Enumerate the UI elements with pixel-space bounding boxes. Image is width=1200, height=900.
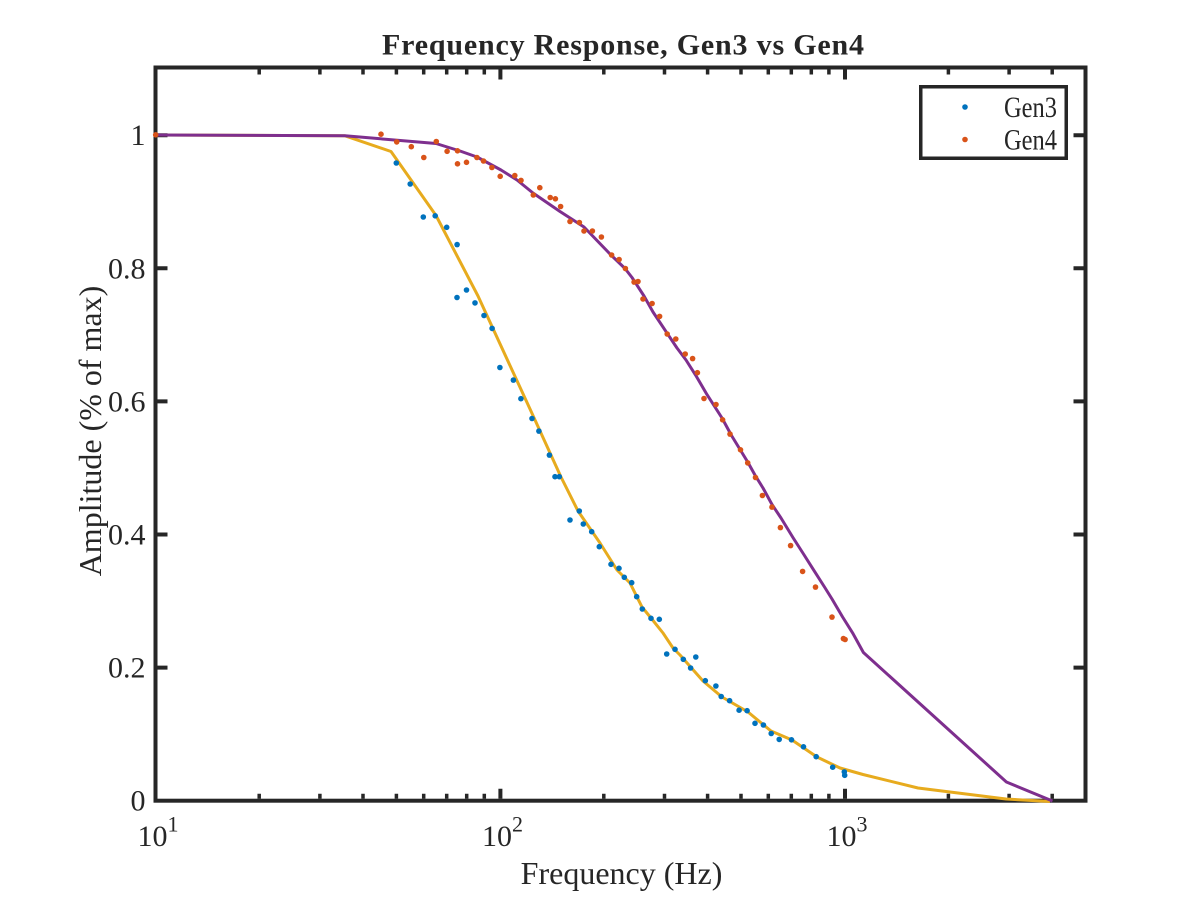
svg-text:0.8: 0.8 xyxy=(108,252,146,285)
svg-text:0.4: 0.4 xyxy=(108,519,146,552)
svg-text:0.2: 0.2 xyxy=(108,652,146,685)
svg-text:Gen4: Gen4 xyxy=(1004,124,1057,157)
svg-text:0.6: 0.6 xyxy=(108,385,146,418)
svg-text:1: 1 xyxy=(131,119,146,152)
svg-text:Amplitude (% of max): Amplitude (% of max) xyxy=(72,286,108,577)
svg-text:Frequency (Hz): Frequency (Hz) xyxy=(521,855,723,891)
svg-text:0: 0 xyxy=(131,785,146,818)
svg-text:Frequency Response, Gen3 vs Ge: Frequency Response, Gen3 vs Gen4 xyxy=(382,29,864,62)
svg-text:Gen3: Gen3 xyxy=(1004,91,1057,124)
